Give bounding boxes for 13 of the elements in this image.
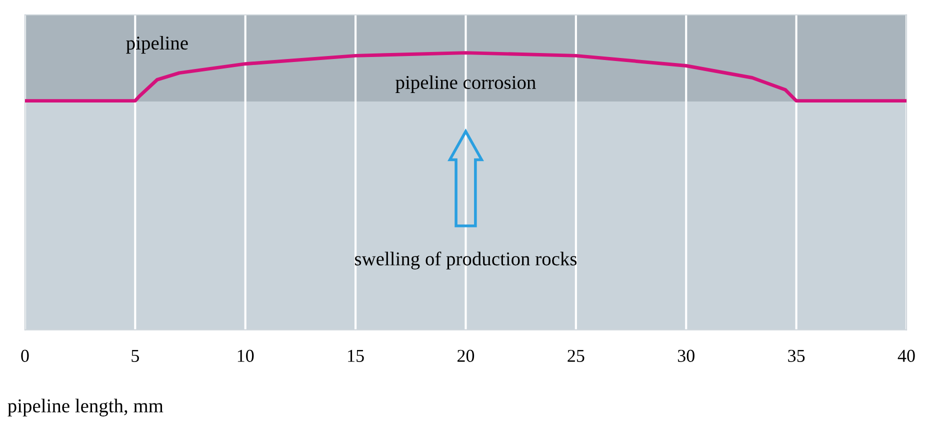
x-tick-label: 15 [348, 350, 364, 362]
annotation: pipeline corrosion [396, 75, 536, 93]
x-tick-label: 40 [898, 350, 915, 362]
x-tick-label: 20 [458, 350, 474, 362]
text: swelling of production rocks [355, 252, 577, 270]
x-tick-label: 25 [568, 350, 584, 362]
x-tick-label: 0 [21, 350, 29, 362]
x-tick-label: 10 [238, 350, 254, 362]
x-tick-label: 30 [678, 350, 694, 362]
x-axis-title: pipeline length, mm [8, 398, 164, 416]
annotation: pipeline [126, 36, 188, 54]
x-tick-label: 5 [132, 350, 139, 362]
x-tick-label: 35 [788, 350, 805, 362]
